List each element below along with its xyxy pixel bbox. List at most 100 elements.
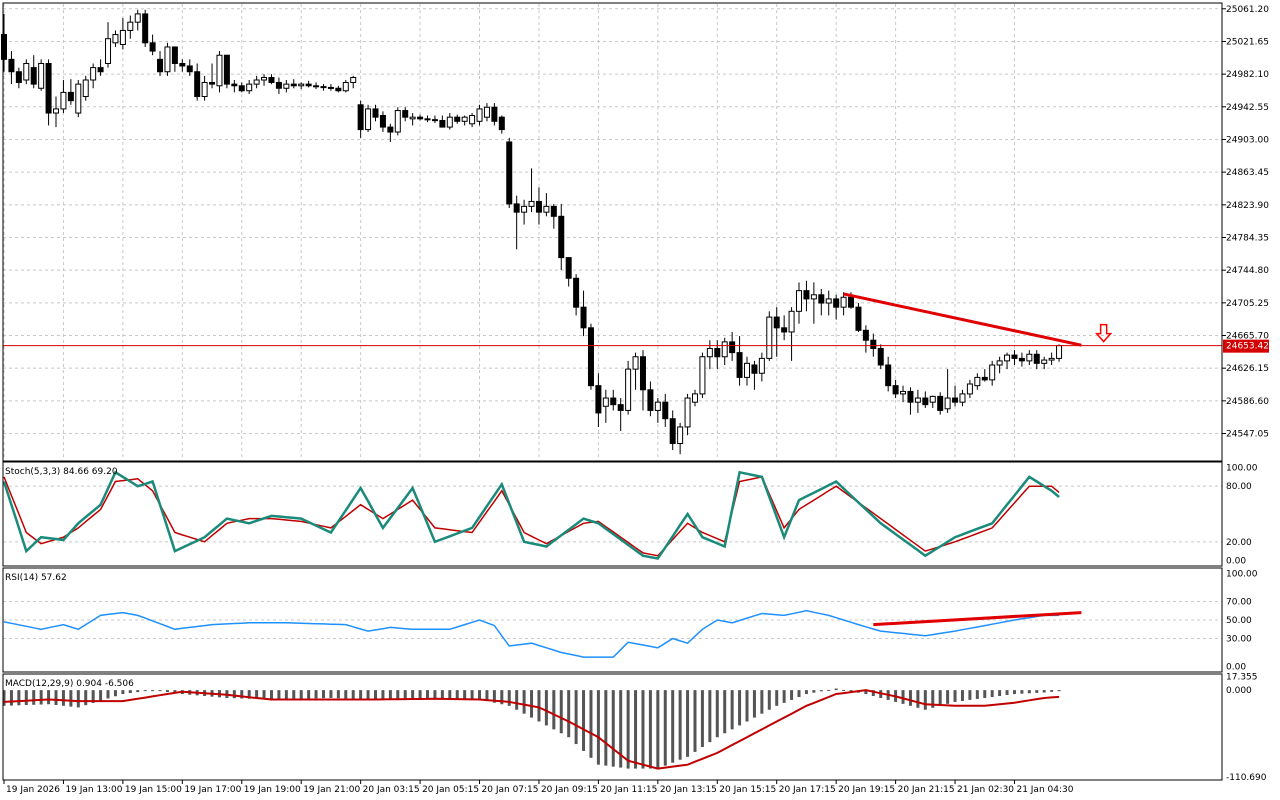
time-tick-label: 20 Jan 21:15	[898, 785, 955, 795]
macd-histogram-bar	[1042, 690, 1046, 693]
rsi-title: RSI(14) 57.62	[5, 573, 67, 583]
time-tick-label: 19 Jan 19:00	[244, 785, 301, 795]
macd-histogram-bar	[656, 690, 660, 769]
macd-histogram-bar	[344, 690, 348, 699]
bearish-candle-body	[357, 104, 364, 131]
macd-histogram-bar	[537, 690, 541, 722]
macd-title: MACD(12,29,9) 0.904 -6.506	[5, 679, 134, 689]
candle	[892, 379, 899, 399]
bearish-candle-body	[855, 306, 862, 331]
candle	[201, 75, 208, 101]
macd-histogram-bar	[455, 690, 459, 699]
time-tick-label: 20 Jan 17:15	[779, 785, 836, 795]
candle	[90, 63, 97, 89]
macd-histogram-bar	[604, 690, 608, 766]
candle	[766, 311, 773, 361]
bearish-candle-body	[15, 71, 22, 83]
stochastic-tick-label: 80.00	[1226, 482, 1252, 492]
candle	[446, 113, 453, 130]
bearish-candle-body	[550, 205, 557, 217]
bearish-candle-body	[157, 58, 164, 73]
bearish-candle-body	[179, 62, 186, 67]
macd-histogram-bar	[552, 690, 556, 730]
macd-histogram-bar	[990, 690, 994, 697]
candle	[387, 123, 394, 142]
candle	[350, 75, 357, 89]
macd-histogram-bar	[797, 690, 801, 697]
time-tick-label: 21 Jan 04:30	[1016, 785, 1073, 795]
bearish-candle-body	[1011, 354, 1018, 359]
candle	[647, 381, 654, 417]
price-candles[interactable]	[1, 9, 1063, 455]
macd-signal-line	[3, 689, 1060, 770]
macd-histogram-bar	[76, 690, 80, 708]
macd-histogram-bar	[136, 690, 140, 693]
macd-histogram-bar	[307, 690, 311, 699]
candle	[216, 51, 223, 93]
candle	[550, 203, 557, 229]
candle	[1041, 356, 1048, 370]
macd-histogram-bar	[544, 690, 548, 726]
candle	[528, 168, 535, 213]
candle	[424, 115, 431, 123]
candle	[580, 290, 587, 337]
macd-histogram-bar	[842, 689, 846, 691]
bearish-candle-body	[313, 85, 320, 88]
candle	[30, 55, 37, 89]
bearish-candle-body	[45, 62, 52, 114]
price-overlays	[3, 292, 1222, 347]
time-tick-label: 19 Jan 2026	[6, 785, 60, 795]
bearish-candle-body	[565, 257, 572, 279]
price-tick-label: 24705.25	[1226, 299, 1269, 309]
macd-histogram-bar	[232, 690, 236, 699]
time-tick-label: 19 Jan 17:00	[184, 785, 241, 795]
macd-histogram-bar	[530, 690, 534, 718]
macd-panel[interactable]: MACD(12,29,9) 0.904 -6.506 17.355 0.000 -1…	[2, 673, 1267, 783]
macd-histogram-bar	[782, 690, 786, 703]
candle	[535, 187, 542, 225]
bearish-candle-body	[595, 385, 602, 414]
rsi-panel[interactable]: RSI(14) 57.62 100.00 70.00 50.00 30.00 0.00	[2, 567, 1258, 673]
macd-histogram-bar	[143, 690, 147, 692]
bullish-candle-body	[677, 426, 684, 444]
macd-histogram-bar	[804, 690, 808, 695]
bearish-candle-body	[639, 356, 646, 391]
price-panel[interactable]: 25061.20 25021.65 24982.10 24942.55 24903.00…	[1, 2, 1270, 462]
bullish-candle-body	[90, 67, 97, 81]
bearish-candle-body	[498, 116, 505, 131]
price-tick-label: 24784.35	[1226, 233, 1269, 243]
candle	[469, 113, 476, 128]
candle	[691, 389, 698, 407]
macd-histogram-bar	[611, 690, 615, 767]
bearish-candle-body	[587, 327, 594, 387]
current-price-label-bg	[1223, 339, 1269, 353]
macd-histogram-bar	[336, 690, 340, 699]
candle	[372, 104, 379, 122]
bullish-candle-body	[959, 393, 966, 403]
macd-histogram-bar	[374, 690, 377, 700]
bullish-candle-body	[60, 91, 67, 110]
stochastic-panel[interactable]: Stoch(5,3,3) 84.66 69.20 100.00 80.00 20.0…	[2, 461, 1258, 567]
candle	[290, 79, 297, 89]
bullish-candle-body	[350, 77, 357, 83]
bearish-candle-body	[223, 54, 230, 85]
bullish-candle-body	[625, 368, 632, 411]
bearish-candle-body	[773, 316, 780, 329]
bearish-candle-body	[320, 86, 327, 89]
stochastic-grid	[3, 485, 1222, 543]
bearish-candle-body	[335, 87, 342, 92]
macd-histogram-bar	[255, 690, 259, 700]
bullish-candle-body	[944, 397, 951, 410]
macd-histogram-bar	[492, 690, 496, 703]
macd-signal-line	[3, 689, 1060, 770]
bearish-candle-body	[981, 376, 988, 381]
candle	[275, 77, 282, 95]
bullish-candle-body	[127, 21, 134, 31]
macd-histogram-bar	[277, 690, 281, 700]
candle	[238, 82, 245, 93]
candle	[758, 352, 765, 382]
candle	[67, 79, 74, 105]
macd-histogram-bar	[871, 690, 875, 697]
candle	[75, 80, 82, 118]
